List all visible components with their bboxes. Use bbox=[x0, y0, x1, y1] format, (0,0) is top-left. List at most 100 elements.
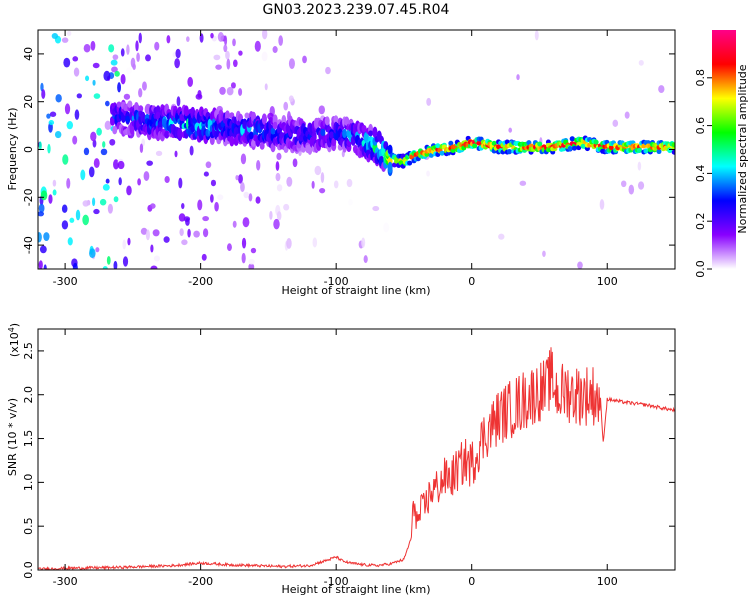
spectrogram-cell bbox=[187, 76, 194, 87]
spectrogram-cell bbox=[63, 57, 71, 68]
spectrogram-cell bbox=[383, 222, 390, 233]
spectrogram-cell bbox=[286, 176, 293, 187]
spectrogram-cell bbox=[174, 150, 178, 158]
spectrogram-cell bbox=[255, 196, 261, 204]
spectrogram-cell bbox=[324, 116, 330, 126]
spectrogram-cell bbox=[232, 220, 237, 228]
spectrogram-cell bbox=[138, 88, 143, 98]
spectrogram-cell bbox=[49, 111, 57, 117]
spectrogram-cell bbox=[109, 138, 116, 146]
spectrogram-cell bbox=[656, 149, 662, 155]
spectrogram-cell bbox=[567, 146, 573, 152]
spectrogram-cell bbox=[110, 59, 118, 66]
x-tick-label: 100 bbox=[597, 275, 618, 288]
spectrogram-cell bbox=[275, 161, 280, 171]
spectrogram-cell bbox=[93, 93, 101, 99]
y-tick-label: 1.0 bbox=[22, 474, 35, 492]
spectrogram-cell bbox=[177, 127, 183, 140]
spectrogram-cell bbox=[61, 220, 69, 230]
y-tick-label: 40 bbox=[22, 47, 35, 61]
spectrogram-cell bbox=[41, 89, 46, 99]
spectrogram-cell bbox=[320, 172, 325, 183]
spectrogram-cell bbox=[185, 218, 190, 226]
spectrogram-cell bbox=[150, 244, 154, 253]
spectrogram-cell bbox=[72, 56, 79, 62]
spectrogram-cell bbox=[51, 32, 59, 39]
spectrogram-cell bbox=[288, 58, 295, 70]
spectrogram-cell bbox=[264, 83, 268, 91]
spectrogram-cell bbox=[138, 105, 144, 113]
spectrogram-cell bbox=[242, 217, 250, 228]
spectrogram-cell bbox=[126, 44, 130, 55]
spectrogram-cell bbox=[83, 44, 91, 53]
spectrogram-cell bbox=[272, 121, 278, 130]
spectrogram-cell bbox=[235, 174, 239, 181]
spectrogram-cell bbox=[113, 196, 119, 203]
spectrogram-cell bbox=[105, 178, 110, 184]
spectrogram-cell bbox=[142, 81, 147, 91]
y-tick-label: 0 bbox=[22, 146, 35, 153]
spectrogram-cell bbox=[155, 111, 161, 120]
snr-line bbox=[38, 347, 675, 570]
snr-frame bbox=[37, 328, 676, 571]
y-tick-label: 2.5 bbox=[22, 342, 35, 360]
spectrogram-cell bbox=[312, 237, 318, 248]
y-tick-label: 0.5 bbox=[22, 517, 35, 535]
spectrogram-cell bbox=[47, 143, 51, 154]
spectrogram-cell bbox=[387, 144, 393, 155]
spectrogram-cell bbox=[107, 203, 113, 214]
spectrogram-cell bbox=[210, 179, 217, 187]
spectrogram-cell bbox=[111, 66, 118, 73]
spectrogram-cell bbox=[450, 148, 456, 154]
spectrogram-cell bbox=[113, 159, 119, 170]
colorbar: 0.0 0.2 0.4 0.6 0.8 Normalized spectral ampl… bbox=[694, 30, 749, 278]
spectrogram-cell bbox=[391, 162, 397, 168]
y-tick-label: 0.0 bbox=[22, 561, 35, 579]
spectrogram-cell bbox=[534, 30, 539, 41]
spectrogram-cell bbox=[314, 165, 322, 176]
spectrogram-cell bbox=[181, 202, 185, 210]
colorbar-axis: 0.0 0.2 0.4 0.6 0.8 bbox=[694, 69, 712, 278]
spectrogram-cell bbox=[435, 143, 441, 149]
spectrogram-cell bbox=[637, 161, 642, 171]
spectrogram-cell bbox=[205, 161, 212, 169]
spectrogram-cell bbox=[72, 135, 78, 145]
x-tick-label: -100 bbox=[324, 275, 349, 288]
spectrogram-cell bbox=[276, 211, 282, 221]
spectrogram-cell bbox=[74, 109, 80, 120]
spectrogram-cell bbox=[223, 44, 228, 53]
spectrogram-cell bbox=[273, 218, 280, 230]
colorbar-label: Normalized spectral amplitude bbox=[736, 64, 749, 233]
spectrogram-cell bbox=[163, 236, 170, 243]
spectrogram-cell bbox=[120, 48, 125, 57]
spectrogram-cell bbox=[189, 145, 194, 156]
spectrogram-cell bbox=[286, 238, 292, 249]
spectrogram-cell bbox=[331, 137, 337, 147]
spectrogram-cell bbox=[164, 130, 170, 139]
spectrogram-cell bbox=[229, 136, 235, 147]
spectrogram-cell bbox=[154, 41, 160, 51]
spectrogram-cell bbox=[240, 182, 245, 193]
spectrogram-cell bbox=[620, 180, 627, 188]
snr-scale-label: (x104) bbox=[7, 323, 21, 357]
spectrogram-cell bbox=[88, 166, 95, 178]
spectrogram-cell bbox=[210, 32, 214, 39]
spectrogram-cell bbox=[333, 115, 339, 125]
spectrogram-cell bbox=[372, 205, 380, 212]
spectrogram-cell bbox=[292, 158, 298, 168]
spectrogram-cell bbox=[133, 102, 139, 114]
spectrogram-cell bbox=[387, 161, 393, 174]
spectrogram-cell bbox=[52, 179, 57, 187]
spectrogram-cell bbox=[46, 113, 51, 119]
spectrogram-cell bbox=[85, 75, 90, 82]
spectrogram-cell bbox=[48, 194, 53, 204]
snr-y-axis: 0.0 0.5 1.0 1.5 2.0 2.5 bbox=[22, 342, 675, 579]
spectrogram-cell bbox=[667, 148, 673, 154]
spectrogram-cell bbox=[226, 58, 231, 70]
spectrogram-cell bbox=[302, 55, 307, 64]
spectrogram-cell bbox=[344, 116, 350, 126]
x-tick-label: 0 bbox=[468, 275, 475, 288]
spectrogram-cell bbox=[104, 120, 112, 131]
spectrogram-cell bbox=[136, 52, 140, 62]
